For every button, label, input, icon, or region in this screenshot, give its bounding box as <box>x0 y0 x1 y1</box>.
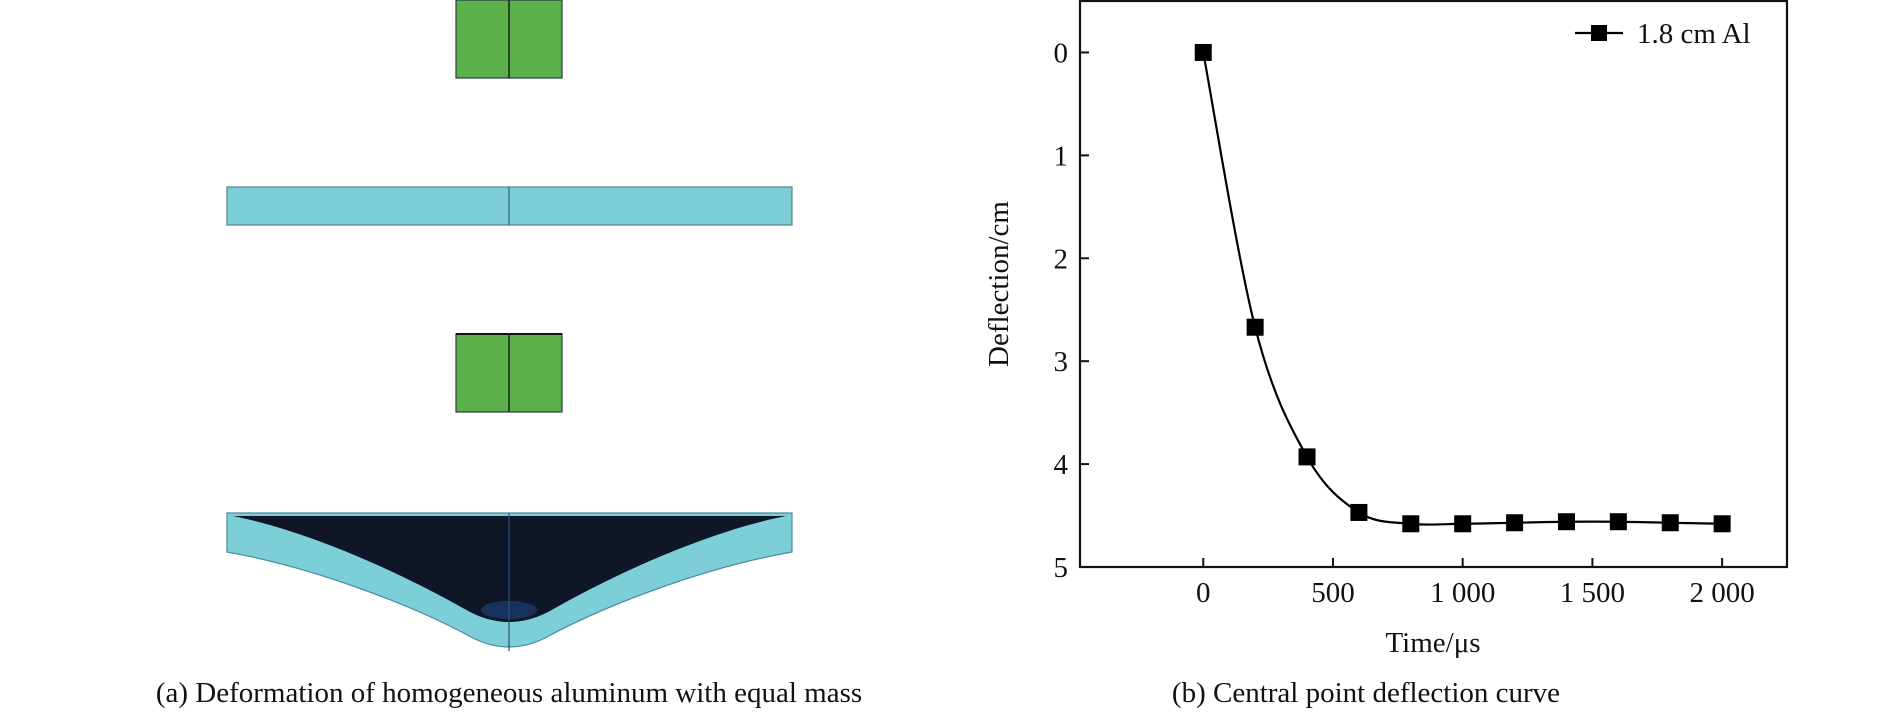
x-tick-label: 500 <box>1311 577 1355 609</box>
legend: 1.8 cm Al <box>1575 18 1751 50</box>
data-point-marker <box>1661 514 1679 532</box>
caption-b: (b) Central point deflection curve <box>1172 677 1560 709</box>
plate-deformed <box>226 512 793 651</box>
data-point-marker <box>1506 514 1524 532</box>
data-point-marker <box>1350 503 1368 521</box>
panel-a-simulation <box>226 0 793 651</box>
x-axis: 0 500 1 000 1 500 2 000 <box>1196 558 1755 609</box>
y-tick-label: 0 <box>1054 37 1069 69</box>
y-tick-label: 2 <box>1054 243 1069 275</box>
plate-initial <box>226 186 793 226</box>
y-tick-label: 1 <box>1054 140 1069 172</box>
y-axis: 0 1 2 3 4 5 <box>1054 37 1089 584</box>
y-tick-label: 5 <box>1054 552 1069 584</box>
projectile-initial <box>455 0 563 79</box>
data-point-marker <box>1298 448 1316 466</box>
plot-frame <box>1078 0 1789 569</box>
x-tick-label: 1 000 <box>1430 577 1495 609</box>
data-point-marker <box>1713 515 1731 533</box>
data-point-marker <box>1454 515 1472 533</box>
y-axis-label: Deflection/cm <box>983 201 1015 367</box>
y-tick-label: 4 <box>1054 449 1069 481</box>
x-tick-label: 1 500 <box>1560 577 1625 609</box>
x-axis-label: Time/μs <box>1385 627 1480 659</box>
legend-label: 1.8 cm Al <box>1637 18 1751 50</box>
caption-a: (a) Deformation of homogeneous aluminum … <box>156 677 862 709</box>
projectile-after-impact <box>455 333 563 413</box>
data-point-marker <box>1557 513 1575 531</box>
y-tick-label: 3 <box>1054 346 1069 378</box>
x-tick-label: 0 <box>1196 577 1211 609</box>
data-point-marker <box>1402 515 1420 533</box>
legend-marker-icon <box>1591 25 1607 41</box>
data-point-marker <box>1246 318 1264 336</box>
data-point-marker <box>1194 43 1212 61</box>
data-point-marker <box>1609 513 1627 531</box>
deflection-chart: 0 1 2 3 4 5 0 500 1 000 1 500 2 000 Deflection/cm… <box>983 0 1789 659</box>
series-line-1-8cm-al <box>1202 52 1723 526</box>
x-tick-label: 2 000 <box>1690 577 1755 609</box>
series-markers <box>1194 43 1731 533</box>
